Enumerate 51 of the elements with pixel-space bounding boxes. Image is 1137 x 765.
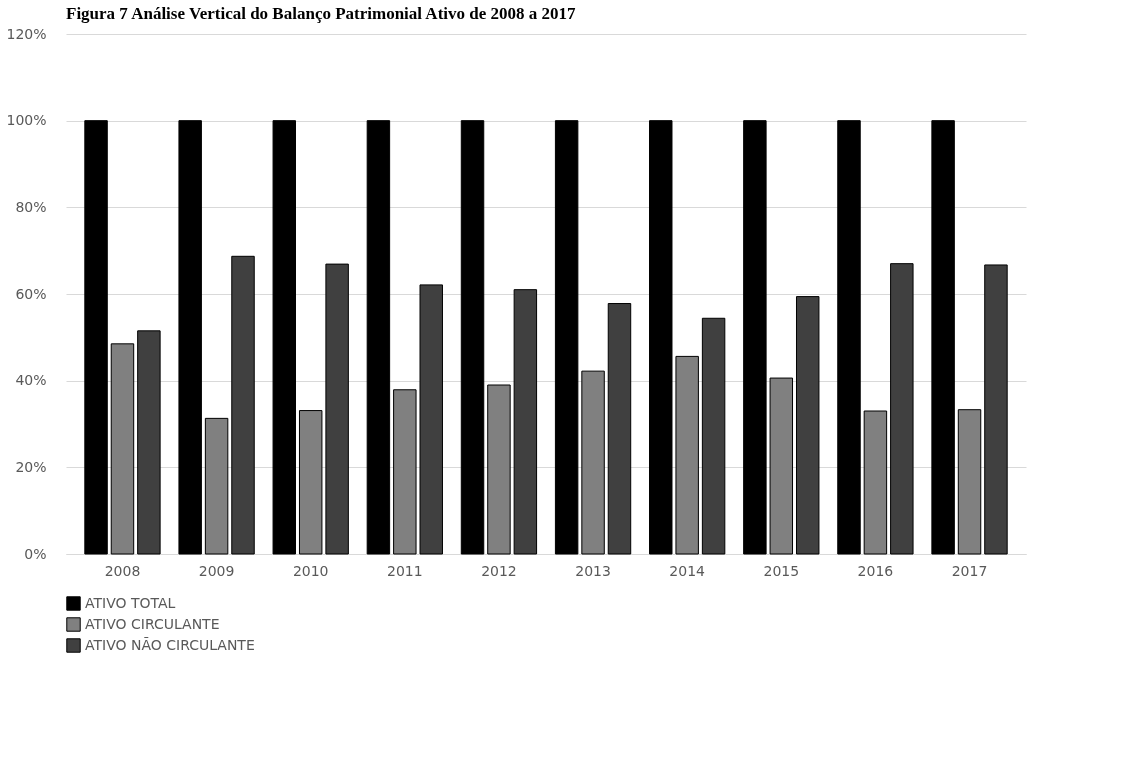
bar <box>419 284 443 555</box>
x-tick-label: 2010 <box>292 562 329 579</box>
bar <box>137 330 161 555</box>
x-tick-label: 2014 <box>669 562 706 579</box>
x-tick-label: 2012 <box>481 562 517 579</box>
y-tick-label: 100% <box>6 112 47 129</box>
y-tick-label: 80% <box>15 198 47 215</box>
y-tick-label: 60% <box>15 285 47 302</box>
bar <box>649 120 673 555</box>
bar <box>931 120 955 555</box>
x-tick-label: 2009 <box>198 562 235 579</box>
legend-label: ATIVO NÃO CIRCULANTE <box>85 636 255 653</box>
y-tick-label: 120% <box>6 25 47 42</box>
y-tick-label: 40% <box>15 372 47 389</box>
bar <box>607 303 632 555</box>
bar <box>984 264 1008 555</box>
x-tick-label: 2013 <box>575 562 611 579</box>
bar <box>272 120 297 555</box>
x-tick-label: 2008 <box>104 562 141 579</box>
y-tick-label: 20% <box>15 458 47 475</box>
bar <box>393 389 417 555</box>
bar <box>554 120 579 555</box>
bar <box>863 410 888 555</box>
bar <box>957 409 982 555</box>
bar <box>795 296 820 555</box>
bar <box>325 263 349 555</box>
x-tick-label: 2015 <box>763 562 800 579</box>
chart-title: Figura 7 Análise Vertical do Balanço Patrimonial Ativo de 2008 a 2017 <box>66 4 577 23</box>
bar <box>769 377 794 555</box>
bar <box>513 289 538 555</box>
bar <box>581 370 605 555</box>
bar <box>837 120 861 555</box>
x-tick-label: 2017 <box>951 562 988 579</box>
bar <box>890 263 914 555</box>
x-tick-label: 2016 <box>857 562 894 579</box>
legend-label: ATIVO CIRCULANTE <box>85 615 220 632</box>
bar <box>84 120 108 555</box>
bar <box>231 255 255 555</box>
bar <box>178 120 202 555</box>
bar <box>460 120 485 555</box>
bar <box>110 343 135 555</box>
bar <box>701 317 726 555</box>
legend-label: ATIVO TOTAL <box>85 594 176 611</box>
bar <box>487 384 511 555</box>
bar <box>204 417 229 555</box>
bar <box>366 120 391 555</box>
y-tick-label: 0% <box>24 545 47 562</box>
x-tick-label: 2011 <box>387 562 423 579</box>
bar <box>298 410 323 555</box>
bar <box>675 355 699 555</box>
bar <box>743 120 767 555</box>
